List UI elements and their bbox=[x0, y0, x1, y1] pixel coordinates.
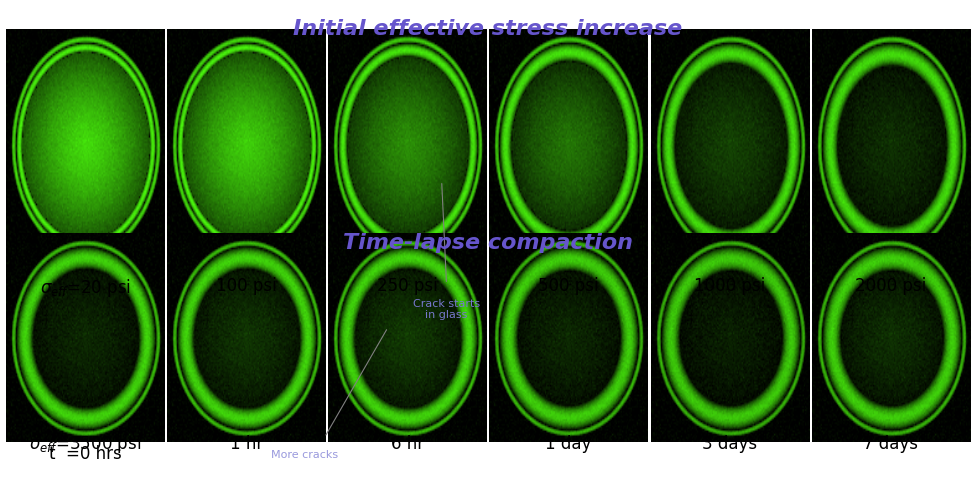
Text: 500 psi: 500 psi bbox=[538, 277, 599, 295]
Text: $\sigma_{eff}$=3500 psi: $\sigma_{eff}$=3500 psi bbox=[29, 433, 142, 454]
Text: $\sigma_{eff}$=20 psi: $\sigma_{eff}$=20 psi bbox=[40, 277, 131, 299]
Text: Crack starts
in glass: Crack starts in glass bbox=[413, 299, 480, 320]
Text: Initial effective stress increase: Initial effective stress increase bbox=[294, 19, 682, 39]
Text: 6 hr: 6 hr bbox=[391, 435, 424, 453]
Text: t  =0 hrs: t =0 hrs bbox=[49, 445, 122, 463]
Text: 7 days: 7 days bbox=[863, 435, 918, 453]
Text: 250 psi: 250 psi bbox=[377, 277, 438, 295]
Text: 1 day: 1 day bbox=[546, 435, 591, 453]
Text: 100 psi: 100 psi bbox=[216, 277, 277, 295]
Text: 2000 psi: 2000 psi bbox=[855, 277, 926, 295]
Text: 3 days: 3 days bbox=[702, 435, 757, 453]
Text: More cracks: More cracks bbox=[271, 450, 339, 460]
Text: Time-lapse compaction: Time-lapse compaction bbox=[343, 233, 633, 253]
Text: 1 hr: 1 hr bbox=[229, 435, 264, 453]
Text: 1000 psi: 1000 psi bbox=[694, 277, 765, 295]
